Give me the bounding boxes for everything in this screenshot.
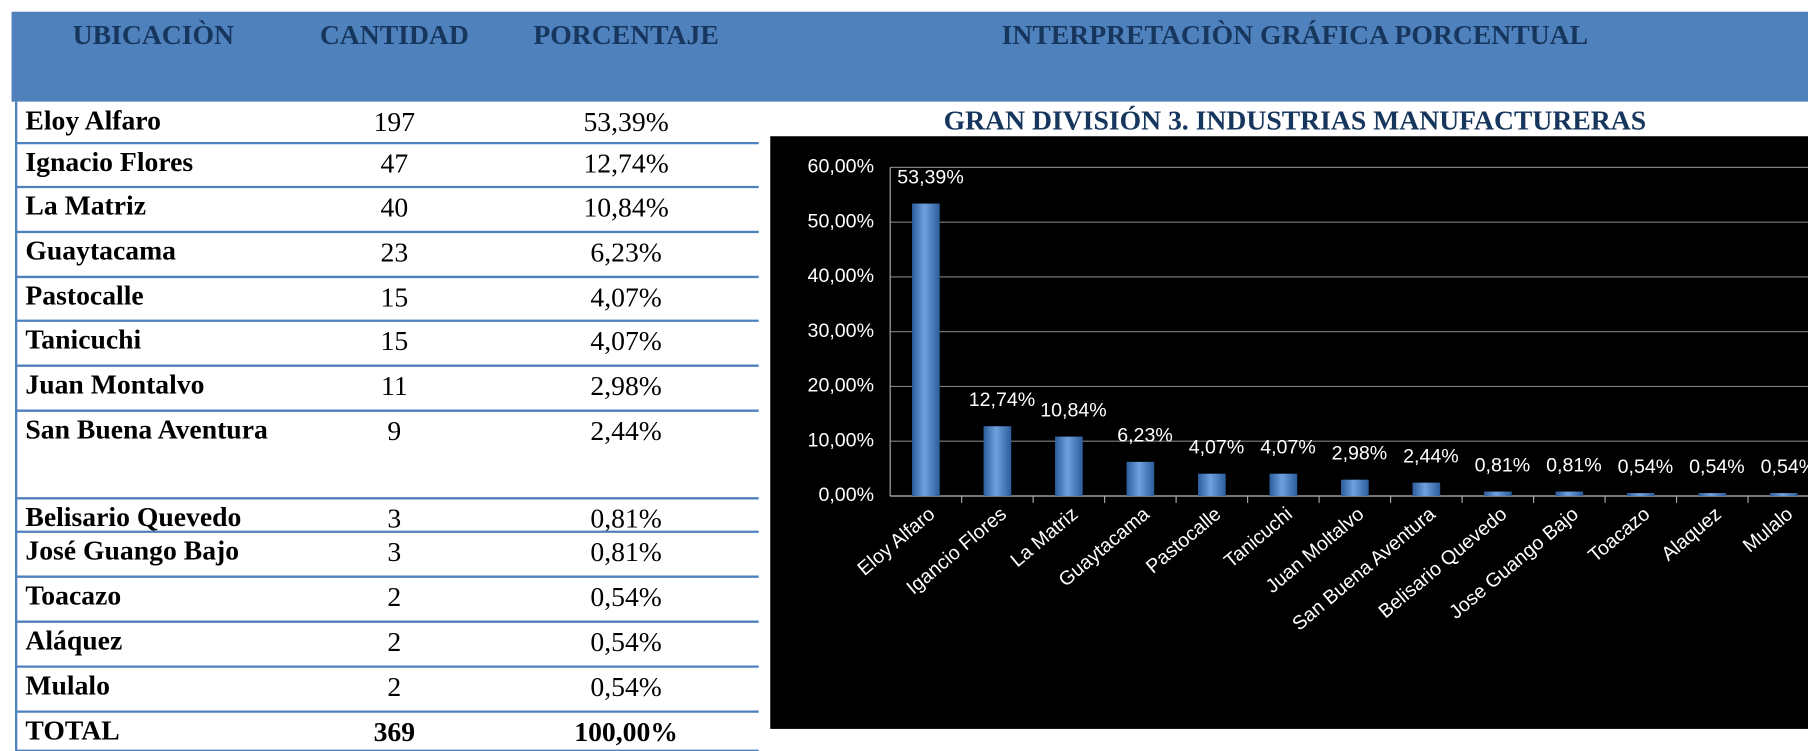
y-tick-label: 60,00% [808, 156, 874, 178]
chart-area [770, 136, 1808, 729]
name-cell: Tanicuchi [25, 325, 142, 356]
name-cell: Mulalo [25, 671, 110, 702]
header: PORCENTAJE [533, 19, 718, 50]
y-tick-label: 30,00% [808, 320, 874, 342]
name: Ignacio Flores [25, 147, 194, 178]
name: Aláquez [25, 626, 123, 657]
bar [1269, 473, 1298, 496]
heading: INTERPRETACIÒN GRÁFICA PORCENTUAL [1002, 19, 1588, 50]
bar [1483, 491, 1512, 496]
bar [983, 426, 1012, 496]
value-label: 0,54% [1761, 456, 1808, 478]
value-label: 4,07% [1189, 437, 1245, 459]
value-label: 53,39% [897, 166, 963, 188]
name-cell: Toacazo [25, 581, 122, 612]
quantity: 2 [387, 671, 401, 702]
percentage: 4,07% [590, 325, 661, 356]
bar [1055, 436, 1083, 496]
bar [1341, 479, 1369, 496]
name-cell: San Buena Aventura [25, 415, 268, 446]
bar [1198, 473, 1226, 496]
name-cell: Juan Montalvo [25, 370, 205, 401]
name-cell: Pastocalle [25, 281, 144, 312]
value-label: 6,23% [1117, 425, 1173, 447]
y-tick-label: 40,00% [808, 265, 874, 287]
percentage: 2,44% [590, 415, 661, 446]
name-cell: Guaytacama [25, 236, 177, 267]
value-label: 0,81% [1475, 454, 1531, 476]
percentage: 100,00% [574, 716, 678, 747]
value-label: 0,54% [1689, 456, 1745, 478]
bar [1769, 493, 1798, 496]
quantity: 47 [381, 148, 409, 179]
percentage: 6,23% [590, 236, 661, 267]
percentage: 0,54% [590, 581, 661, 612]
name-cell: La Matriz [25, 191, 147, 222]
bar [912, 203, 940, 496]
value-label: 12,74% [969, 389, 1035, 411]
bar [1626, 493, 1655, 496]
name-cell: Eloy Alfaro [25, 106, 161, 137]
percentage: 0,54% [590, 626, 661, 657]
chart-title: GRAN DIVISIÓN 3. INDUSTRIAS MANUFACTURER… [944, 104, 1646, 135]
y-tick-label: 50,00% [808, 210, 874, 232]
quantity: 3 [387, 503, 401, 534]
percentage: 12,74% [583, 148, 668, 179]
name: José Guango Bajo [25, 536, 240, 567]
name: Pastocalle [25, 281, 144, 312]
value-label: 4,07% [1260, 437, 1316, 459]
header: CANTIDAD [320, 19, 469, 50]
value-label: 10,84% [1040, 399, 1106, 421]
percentage: 0,81% [590, 536, 661, 567]
quantity: 369 [374, 716, 415, 747]
quantity: 11 [381, 370, 408, 401]
percentage: 4,07% [590, 281, 661, 312]
percentage: 2,98% [590, 370, 661, 401]
quantity: 23 [381, 236, 409, 267]
percentage: 0,81% [590, 503, 661, 534]
name: Toacazo [25, 581, 122, 612]
percentage: 53,39% [583, 106, 668, 137]
quantity: 197 [374, 106, 416, 137]
name: Eloy Alfaro [25, 106, 161, 137]
bar [1412, 482, 1441, 496]
name-cell: Ignacio Flores [25, 147, 194, 178]
y-tick-label: 0,00% [818, 484, 874, 506]
quantity: 2 [387, 626, 401, 657]
quantity: 15 [381, 325, 409, 356]
quantity: 3 [387, 536, 401, 567]
header: UBICACIÒN [73, 19, 234, 50]
percentage: 0,54% [590, 671, 661, 702]
name: Mulalo [25, 671, 110, 702]
bar [1555, 491, 1584, 496]
quantity: 15 [381, 281, 409, 312]
y-tick-label: 20,00% [808, 375, 874, 397]
value-label: 2,44% [1403, 445, 1459, 467]
quantity: 40 [381, 191, 409, 222]
header-band [11, 11, 1808, 102]
value-label: 2,98% [1332, 442, 1388, 464]
name-cell: TOTAL [25, 716, 120, 747]
quantity: 9 [387, 415, 401, 446]
value-label: 0,54% [1618, 456, 1674, 478]
percentage: 10,84% [583, 191, 668, 222]
y-tick-label: 10,00% [808, 429, 874, 451]
value-label: 0,81% [1546, 454, 1602, 476]
name-cell: Belisario Quevedo [25, 502, 242, 533]
name: Guaytacama [25, 236, 177, 267]
bar [1126, 461, 1155, 496]
name: La Matriz [25, 191, 147, 222]
name: Juan Montalvo [25, 370, 205, 401]
name: Belisario Quevedo [25, 502, 242, 533]
name-cell: Aláquez [25, 626, 123, 657]
name-cell: José Guango Bajo [25, 536, 240, 567]
name: TOTAL [25, 716, 120, 747]
bar [1698, 493, 1727, 496]
name: San Buena Aventura [25, 415, 268, 446]
name: Tanicuchi [25, 325, 142, 356]
quantity: 2 [387, 581, 401, 612]
